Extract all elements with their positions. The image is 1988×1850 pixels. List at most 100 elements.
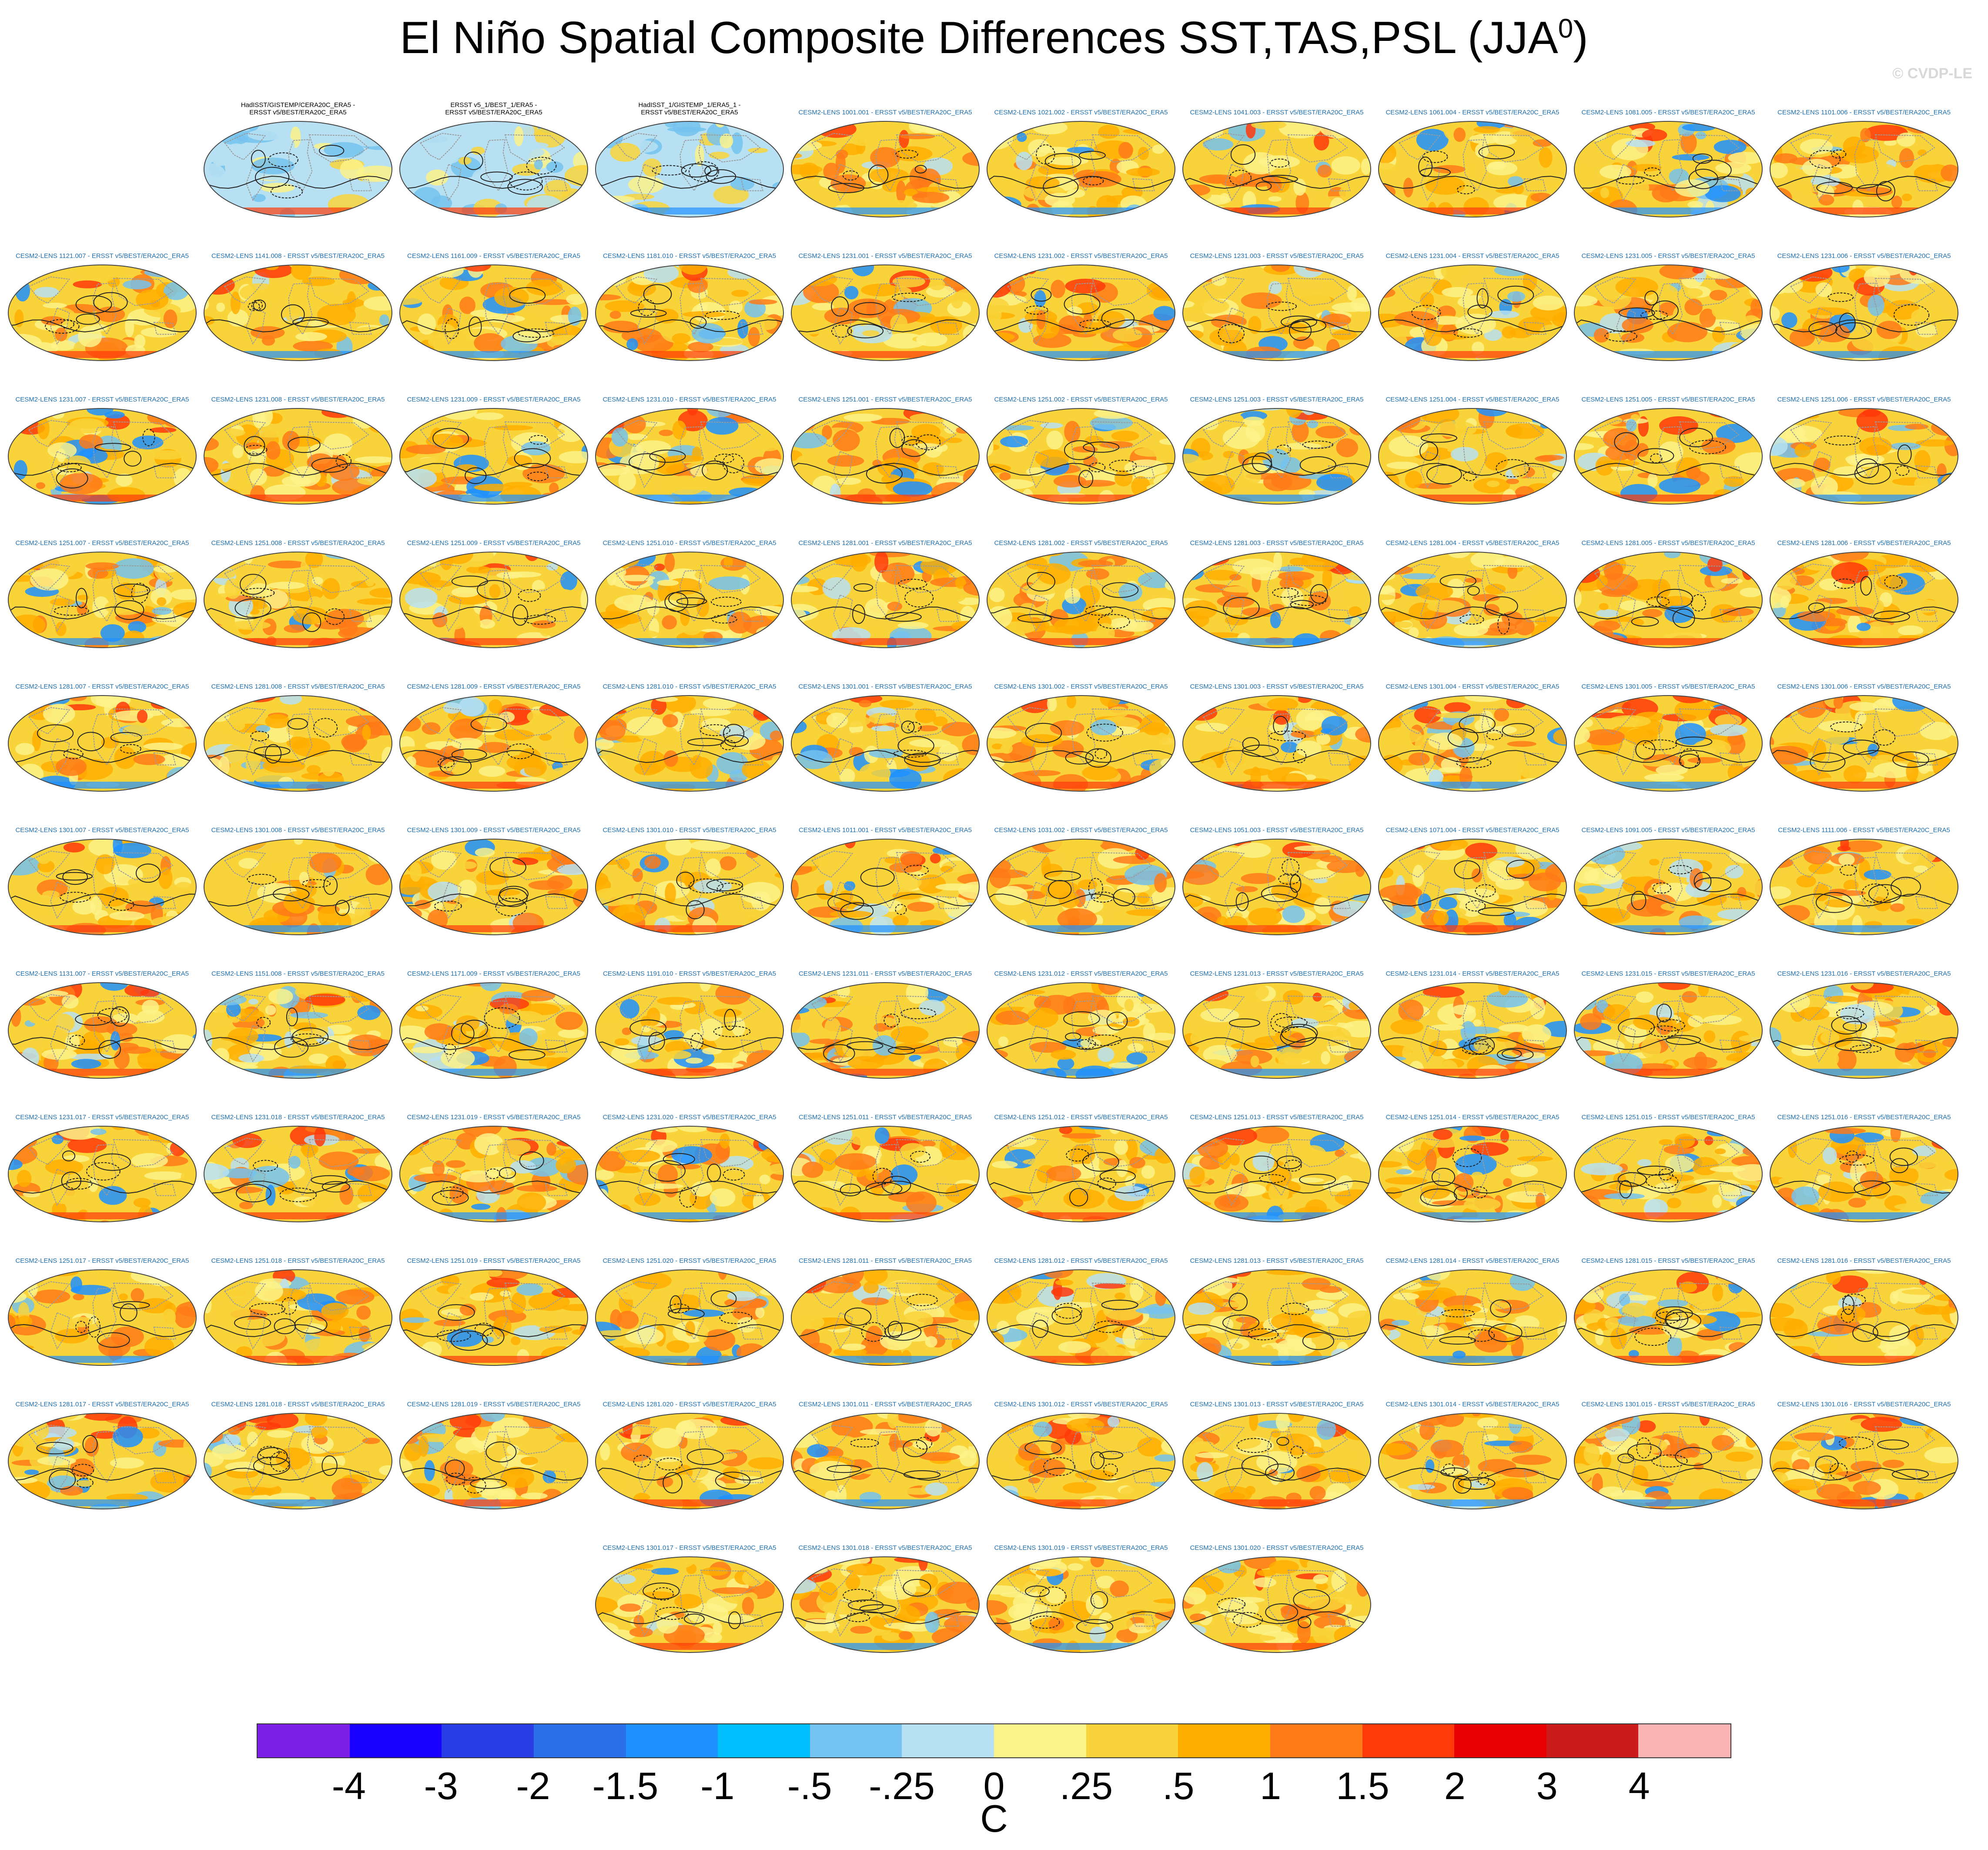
panel-caption: HadISST_1/GISTEMP_1/ERA5_1 - ERSST v5/BE… (638, 101, 741, 116)
psl-contour (1419, 442, 1439, 461)
anomaly-patch (1155, 845, 1175, 851)
coastline (113, 565, 174, 593)
coastline (504, 995, 565, 1024)
coastline (1007, 563, 1049, 591)
anomaly-patch (692, 446, 702, 462)
anomaly-patch (1547, 200, 1566, 217)
anomaly-patch (1126, 167, 1160, 177)
southern-ocean-band (241, 782, 355, 789)
anomaly-patch (1757, 572, 1762, 579)
anomaly-patch (605, 300, 645, 312)
anomaly-patch (1600, 187, 1610, 198)
map-field (1770, 696, 1958, 791)
anomaly-patch (8, 265, 15, 268)
psl-contour (831, 296, 849, 317)
anomaly-patch (1183, 121, 1188, 139)
panel-caption: CESM2-LENS 1301.001 - ERSST v5/BEST/ERA2… (798, 683, 972, 690)
psl-contour (1650, 453, 1663, 463)
map-field (791, 265, 979, 361)
southern-ocean-band (1416, 782, 1529, 789)
anomaly-patch (663, 750, 678, 767)
anomaly-patch (1656, 765, 1688, 776)
anomaly-patch (305, 994, 345, 1006)
anomaly-patch (1917, 157, 1941, 165)
anomaly-patch (1496, 1036, 1511, 1042)
coastline (1483, 134, 1544, 163)
anomaly-patch (930, 316, 962, 335)
anomaly-patch (1183, 696, 1201, 700)
anomaly-patch (1427, 600, 1465, 613)
psl-contour (1065, 1032, 1081, 1041)
panel-caption: CESM2-LENS 1301.003 - ERSST v5/BEST/ERA2… (1190, 683, 1364, 690)
psl-contour (1668, 865, 1692, 874)
psl-contour (400, 1037, 588, 1050)
anomaly-patch (1539, 325, 1562, 341)
anomaly-patch (181, 1201, 196, 1218)
anomaly-patch (1579, 408, 1605, 421)
map-field (8, 696, 196, 791)
anomaly-patch (1847, 454, 1883, 467)
coastline (700, 421, 761, 450)
coastline (442, 307, 462, 345)
anomaly-patch (409, 862, 422, 882)
anomaly-patch (1910, 779, 1919, 791)
coastline (1007, 420, 1049, 448)
psl-contour (1091, 891, 1115, 903)
anomaly-patch (772, 552, 783, 563)
anomaly-patch (1091, 719, 1117, 736)
anomaly-patch (494, 287, 529, 308)
anomaly-patch (1548, 490, 1566, 504)
panel-caption: CESM2-LENS 1231.004 - ERSST v5/BEST/ERA2… (1386, 252, 1560, 260)
psl-contour (987, 606, 1175, 619)
panel-caption: CESM2-LENS 1051.003 - ERSST v5/BEST/ERA2… (1190, 826, 1364, 834)
psl-contour (489, 857, 526, 878)
map-panel (595, 839, 784, 935)
coastline (1790, 420, 1832, 448)
anomaly-patch (1730, 1068, 1759, 1078)
map-panel (204, 264, 392, 361)
anomaly-patch (609, 311, 621, 319)
anomaly-patch (469, 421, 487, 438)
psl-contour (93, 292, 128, 313)
map-panel (791, 982, 980, 1079)
map-field (204, 265, 392, 361)
psl-contour (1299, 456, 1336, 474)
psl-contour (265, 744, 282, 764)
anomaly-patch (8, 470, 14, 490)
coastline (349, 1039, 372, 1053)
anomaly-patch (1114, 470, 1133, 487)
anomaly-patch (374, 781, 392, 791)
southern-ocean-band (1220, 925, 1333, 932)
coastline (1523, 321, 1546, 335)
anomaly-patch (114, 1049, 130, 1069)
psl-contour (56, 468, 88, 488)
anomaly-patch (1667, 322, 1708, 342)
coastline (700, 565, 761, 593)
anomaly-patch (1382, 266, 1408, 274)
anomaly-patch (1464, 696, 1503, 702)
anomaly-patch (400, 983, 438, 994)
psl-contour (791, 749, 979, 763)
anomaly-patch (250, 326, 285, 339)
psl-contour (484, 1007, 520, 1029)
anomaly-patch (1722, 607, 1754, 616)
anomaly-patch (596, 983, 616, 992)
psl-contour (470, 716, 507, 733)
anomaly-patch (1819, 578, 1842, 591)
anomaly-patch (1316, 733, 1331, 745)
psl-contour (1884, 575, 1903, 589)
anomaly-patch (1331, 121, 1346, 130)
anomaly-patch (15, 491, 34, 502)
anomaly-patch (97, 552, 112, 555)
anomaly-patch (1336, 438, 1358, 458)
anomaly-patch (1619, 600, 1647, 611)
map-field (1574, 839, 1762, 935)
map-outline (204, 695, 392, 792)
anomaly-patch (802, 408, 826, 416)
anomaly-patch (1833, 696, 1843, 709)
anomaly-patch (1123, 128, 1159, 134)
anomaly-patch (204, 351, 223, 361)
panel-caption: HadISST/GISTEMP/CERA20C_ERA5 - ERSST v5/… (241, 101, 355, 116)
psl-contour (1447, 728, 1479, 747)
anomaly-patch (186, 1126, 196, 1136)
